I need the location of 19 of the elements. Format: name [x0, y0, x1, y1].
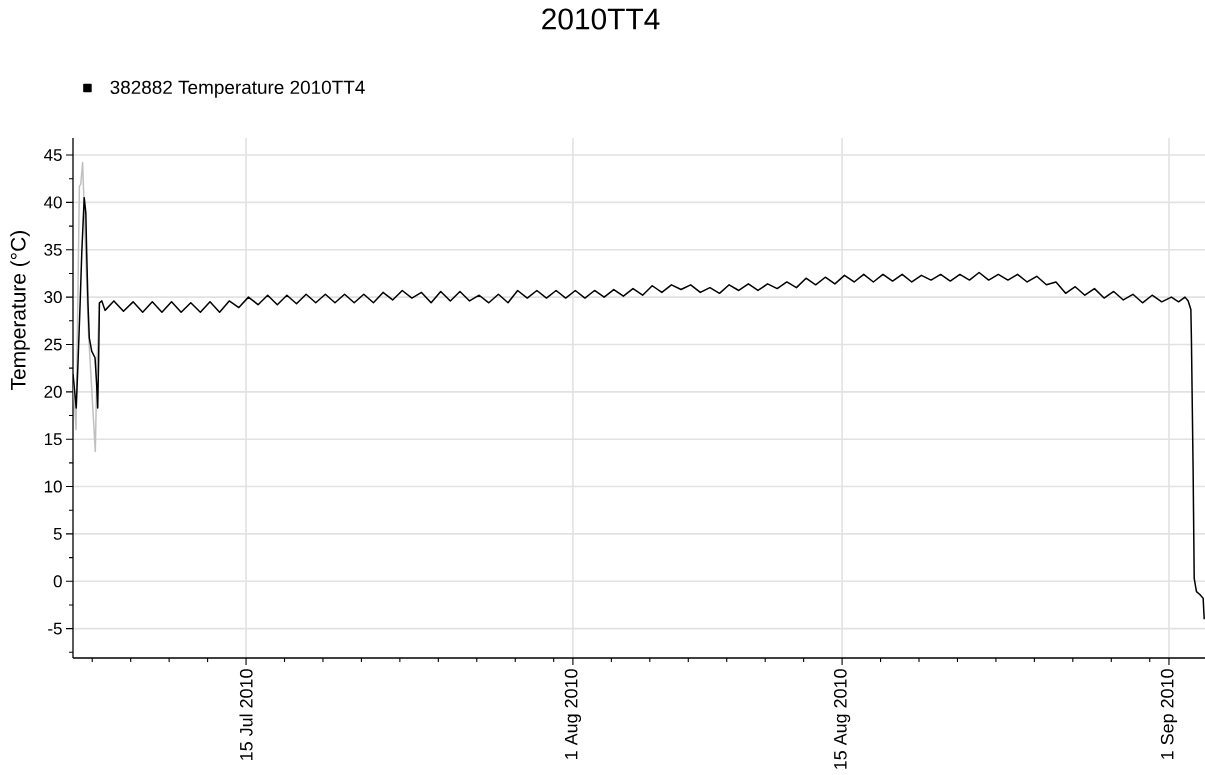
y-axis-title: Temperature (°C)	[10, 231, 30, 390]
y-tick-label: 0	[53, 575, 62, 588]
y-tick-label: 45	[44, 149, 62, 161]
y-tick-label: 10	[44, 480, 62, 493]
y-tick-label: -5	[48, 622, 62, 635]
x-tick-label: 1 Aug 2010	[564, 669, 582, 759]
x-tick-label: 15 Jul 2010	[239, 669, 253, 760]
y-tick-label: 20	[44, 385, 62, 398]
line-series	[73, 161, 101, 453]
y-tick-label: 35	[44, 243, 62, 256]
y-tick-label: 40	[44, 196, 62, 209]
legend-label: 382882 Temperature 2010TT4	[110, 80, 365, 98]
y-tick-label: 25	[44, 338, 62, 351]
chart-title: 2010TT4	[542, 8, 660, 30]
y-tick-label: 5	[53, 528, 62, 540]
x-tick-label: 15 Aug 2010	[833, 669, 851, 769]
x-tick-label: 1 Sep 2010	[1160, 669, 1178, 759]
y-tick-label: 30	[44, 291, 62, 304]
y-tick-label: 15	[44, 433, 62, 446]
